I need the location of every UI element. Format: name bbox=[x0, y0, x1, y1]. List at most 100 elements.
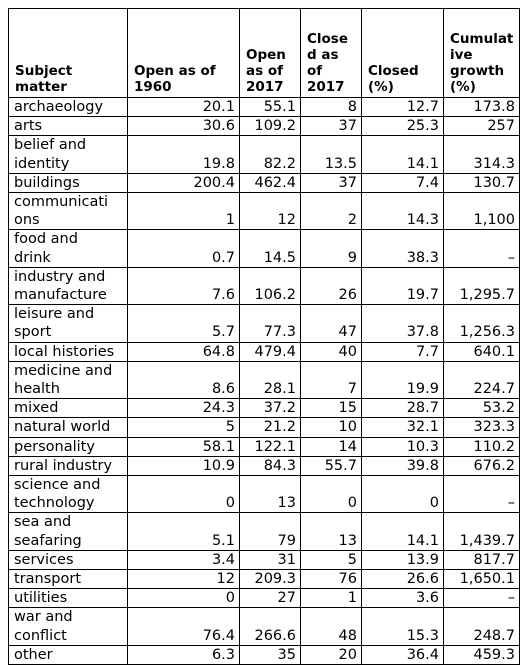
closed-2017-header: Close d as of 2017 bbox=[300, 8, 362, 98]
open-2017-cell: 462.4 bbox=[239, 172, 301, 194]
open-1960-cell: 24.3 bbox=[127, 398, 240, 419]
closed-2017-cell: 15 bbox=[300, 398, 362, 419]
open-1960-cell: 0 bbox=[127, 475, 240, 514]
subject-cell: mixed bbox=[8, 398, 128, 419]
subject-line: ons bbox=[14, 212, 40, 229]
table-row: arts 30.6 109.2 37 25.3 257 bbox=[8, 116, 520, 137]
open-2017-cell: 106.2 bbox=[239, 266, 301, 306]
subject-line: sport bbox=[14, 324, 52, 341]
cumulative-growth-cell: 1,650.1 bbox=[443, 569, 520, 590]
subject-cell: archaeology bbox=[8, 96, 128, 118]
open-1960-cell: 12 bbox=[127, 569, 240, 590]
closed-2017-cell: 5 bbox=[300, 549, 362, 571]
open-1960-cell: 1 bbox=[127, 192, 240, 231]
table-row: war and conflict 76.4 266.6 48 15.3 248.7 bbox=[8, 607, 520, 646]
subject-cell: natural world bbox=[8, 417, 128, 438]
closed-2017-cell: 37 bbox=[300, 116, 362, 137]
cumulative-growth-cell: 173.8 bbox=[443, 96, 520, 118]
subject-line: conflict bbox=[14, 627, 67, 644]
open-2017-cell: 55.1 bbox=[239, 96, 301, 118]
open-1960-cell: 64.8 bbox=[127, 341, 240, 362]
closed-2017-cell: 14 bbox=[300, 436, 362, 457]
closed-2017-cell: 0 bbox=[300, 475, 362, 514]
closed-percent-cell: 28.7 bbox=[361, 398, 444, 419]
table-row: leisure and sport 5.7 77.3 47 37.8 1,256.3 bbox=[8, 304, 520, 343]
table-row: sea and seafaring 5.1 79 13 14.1 1,439.7 bbox=[8, 512, 520, 551]
open-1960-cell: 8.6 bbox=[127, 360, 240, 400]
subject-line: war and bbox=[14, 609, 73, 626]
header-line: 2017 bbox=[246, 79, 284, 95]
cumulative-growth-cell: – bbox=[443, 475, 520, 514]
open-1960-cell: 58.1 bbox=[127, 436, 240, 457]
subject-line: buildings bbox=[14, 174, 80, 191]
cumulative-growth-cell: 1,295.7 bbox=[443, 266, 520, 306]
table-row: medicine and health 8.6 28.1 7 19.9 224.7 bbox=[8, 360, 520, 400]
open-1960-cell: 6.3 bbox=[127, 644, 240, 665]
closed-2017-cell: 76 bbox=[300, 569, 362, 590]
subject-cell: other bbox=[8, 644, 128, 665]
subject-line: technology bbox=[14, 495, 95, 512]
subject-line: drink bbox=[14, 249, 51, 266]
header-line: Open bbox=[246, 47, 286, 63]
subject-cell: transport bbox=[8, 569, 128, 590]
subject-line: arts bbox=[14, 118, 43, 135]
open-1960-header: Open as of 1960 bbox=[127, 8, 240, 98]
header-line: ive bbox=[450, 47, 473, 63]
table-row: buildings 200.4 462.4 37 7.4 130.7 bbox=[8, 172, 520, 194]
closed-2017-cell: 2 bbox=[300, 192, 362, 231]
open-2017-cell: 479.4 bbox=[239, 341, 301, 362]
cumulative-growth-cell: 1,100 bbox=[443, 192, 520, 231]
open-1960-cell: 76.4 bbox=[127, 607, 240, 646]
open-2017-cell: 14.5 bbox=[239, 229, 301, 268]
table-row: mixed 24.3 37.2 15 28.7 53.2 bbox=[8, 398, 520, 419]
header-line: growth bbox=[450, 63, 505, 79]
cumulative-growth-cell: 1,256.3 bbox=[443, 304, 520, 343]
closed-percent-cell: 15.3 bbox=[361, 607, 444, 646]
subject-line: archaeology bbox=[14, 99, 104, 115]
closed-2017-cell: 37 bbox=[300, 172, 362, 194]
subject-line: medicine and bbox=[14, 362, 113, 379]
closed-percent-cell: 0 bbox=[361, 475, 444, 514]
open-1960-cell: 0 bbox=[127, 588, 240, 609]
cumulative-growth-cell: – bbox=[443, 229, 520, 268]
table-row: personality 58.1 122.1 14 10.3 110.2 bbox=[8, 436, 520, 457]
header-line: as of bbox=[246, 63, 283, 79]
open-2017-cell: 12 bbox=[239, 192, 301, 231]
open-2017-cell: 122.1 bbox=[239, 436, 301, 457]
open-2017-cell: 79 bbox=[239, 512, 301, 551]
table-row: communicati ons 1 12 2 14.3 1,100 bbox=[8, 192, 520, 231]
cumulative-growth-cell: 459.3 bbox=[443, 644, 520, 665]
open-2017-cell: 82.2 bbox=[239, 135, 301, 174]
closed-percent-cell: 32.1 bbox=[361, 417, 444, 438]
open-1960-cell: 10.9 bbox=[127, 455, 240, 477]
table-body: archaeology 20.1 55.1 8 12.7 173.8 arts 30.6 109… bbox=[8, 96, 520, 665]
subject-line: natural world bbox=[14, 419, 111, 436]
cumulative-growth-cell: 676.2 bbox=[443, 455, 520, 477]
closed-2017-cell: 8 bbox=[300, 96, 362, 118]
table-row: other 6.3 35 20 36.4 459.3 bbox=[8, 644, 520, 665]
subject-line: identity bbox=[14, 155, 70, 172]
open-1960-cell: 200.4 bbox=[127, 172, 240, 194]
open-2017-cell: 77.3 bbox=[239, 304, 301, 343]
open-1960-cell: 7.6 bbox=[127, 266, 240, 306]
subject-cell: sea and seafaring bbox=[8, 512, 128, 551]
subject-cell: leisure and sport bbox=[8, 304, 128, 343]
cumulative-growth-cell: 257 bbox=[443, 116, 520, 137]
subject-cell: arts bbox=[8, 116, 128, 137]
cumulative-growth-cell: 314.3 bbox=[443, 135, 520, 174]
header-line: Cumulat bbox=[450, 31, 514, 47]
closed-percent-cell: 7.7 bbox=[361, 341, 444, 362]
subject-line: leisure and bbox=[14, 306, 95, 323]
closed-2017-cell: 7 bbox=[300, 360, 362, 400]
header-line: (%) bbox=[368, 79, 394, 95]
subject-line: science and bbox=[14, 477, 101, 494]
open-2017-cell: 27 bbox=[239, 588, 301, 609]
closed-2017-cell: 20 bbox=[300, 644, 362, 665]
open-1960-cell: 20.1 bbox=[127, 96, 240, 118]
closed-2017-cell: 40 bbox=[300, 341, 362, 362]
cumulative-growth-cell: 130.7 bbox=[443, 172, 520, 194]
open-2017-cell: 31 bbox=[239, 549, 301, 571]
subject-cell: local histories bbox=[8, 341, 128, 362]
open-1960-cell: 0.7 bbox=[127, 229, 240, 268]
closed-percent-header: Closed (%) bbox=[361, 8, 444, 98]
